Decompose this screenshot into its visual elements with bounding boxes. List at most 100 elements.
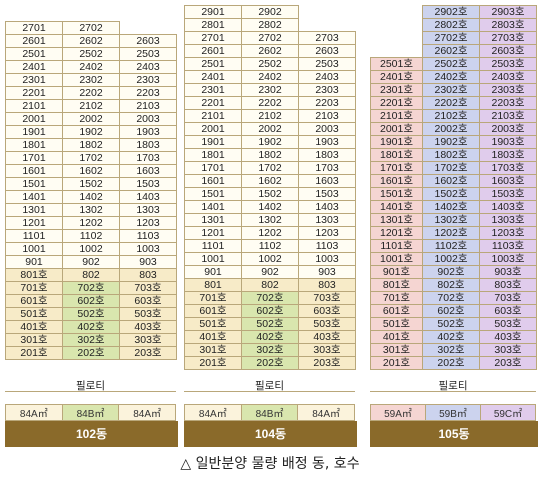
unit-cell: 601호 (370, 304, 423, 318)
unit-cell: 1403호 (479, 200, 537, 214)
unit-cell: 503호 (298, 317, 356, 331)
floor-row: 2301 2302 2303 (5, 73, 177, 87)
unit-cell: 501호 (370, 317, 423, 331)
unit-cell: 1402 (62, 190, 120, 204)
unit-cell: 2301호 (370, 83, 423, 97)
unit-cell: 2502호 (422, 57, 480, 71)
unit-cell: 1903 (298, 135, 356, 149)
floor-row: 1901 1902 1903 (5, 125, 177, 139)
unit-cell: 1403 (298, 200, 356, 214)
floor-row: 1501 1502 1503 (184, 187, 356, 201)
unit-cell: 2801 (184, 18, 242, 32)
unit-cell: 1702호 (422, 161, 480, 175)
unit-cell: 902호 (422, 265, 480, 279)
unit-cell: 201호 (5, 346, 63, 360)
unit-cell: 1501호 (370, 187, 423, 201)
unit-cell: 2101 (184, 109, 242, 123)
floor-row: 1101 1102 1103 (184, 239, 356, 253)
unit-cell: 2201호 (370, 96, 423, 110)
unit-cell: 2003호 (479, 122, 537, 136)
unit-cell: 2203호 (479, 96, 537, 110)
building-name-bar: 104동 (184, 421, 357, 447)
unit-cell: 202호 (422, 356, 480, 370)
unit-cell: 1902 (62, 125, 120, 139)
unit-cell: 803호 (479, 278, 537, 292)
unit-cell (299, 19, 356, 32)
unit-cell: 1403 (119, 190, 177, 204)
unit-cell: 1301호 (370, 213, 423, 227)
unit-cell: 903호 (479, 265, 537, 279)
unit-cell: 2802호 (422, 18, 480, 32)
floor-row: 1701호 1702호 1703호 (370, 161, 537, 175)
unit-cell: 303호 (298, 343, 356, 357)
unit-cell: 702호 (62, 281, 120, 295)
unit-cell: 802 (62, 268, 120, 282)
unit-cell: 503호 (119, 307, 177, 321)
unit-cell: 2102 (62, 99, 120, 113)
unit-cell: 803 (119, 268, 177, 282)
unit-cell: 901 (5, 255, 63, 269)
unit-cell: 302호 (62, 333, 120, 347)
unit-cell: 1003 (298, 252, 356, 266)
unit-cell: 1802호 (422, 148, 480, 162)
unit-cell: 801 (184, 278, 242, 292)
floor-row: 2101호 2102호 2103호 (370, 109, 537, 123)
unit-cell: 1101 (184, 239, 242, 253)
unit-cell: 2603호 (479, 44, 537, 58)
unit-cell: 902 (62, 255, 120, 269)
floor-row: 2401호 2402호 2403호 (370, 70, 537, 84)
unit-cell: 1001 (5, 242, 63, 256)
floor-row: 501호 502호 503호 (370, 317, 537, 331)
unit-cell: 702호 (422, 291, 480, 305)
unit-cell: 2201 (5, 86, 63, 100)
floor-row: 601호 602호 603호 (370, 304, 537, 318)
unit-type-cell: 84B㎡ (240, 404, 299, 421)
unit-cell: 701호 (184, 291, 242, 305)
caption: △ 일반분양 물량 배정 동, 호수 (180, 456, 360, 472)
unit-cell: 1602호 (422, 174, 480, 188)
floor-row: 901 902 903 (184, 265, 356, 279)
unit-cell (299, 6, 356, 19)
unit-cell: 2802 (241, 18, 299, 32)
unit-cell: 2003 (119, 112, 177, 126)
floor-row: 2501 2502 2503 (184, 57, 356, 71)
unit-cell: 2603 (119, 34, 177, 48)
unit-cell: 1101 (5, 229, 63, 243)
unit-cell: 2502 (62, 47, 120, 61)
unit-cell: 2102 (241, 109, 299, 123)
floor-row: 2401 2402 2403 (184, 70, 356, 84)
unit-cell: 502호 (422, 317, 480, 331)
unit-cell: 1803호 (479, 148, 537, 162)
unit-cell: 701호 (370, 291, 423, 305)
unit-cell: 1601 (5, 164, 63, 178)
unit-cell: 1402호 (422, 200, 480, 214)
unit-cell: 1501 (5, 177, 63, 191)
floor-row: 1001 1002 1003 (184, 252, 356, 266)
floor-row: 1101호 1102호 1103호 (370, 239, 537, 253)
unit-cell: 203호 (298, 356, 356, 370)
unit-cell: 2303 (298, 83, 356, 97)
unit-cell (371, 45, 423, 58)
unit-cell: 1802 (241, 148, 299, 162)
unit-type-row-104: 84A㎡ 84B㎡ 84A㎡ (184, 404, 355, 421)
unit-cell: 2602 (62, 34, 120, 48)
unit-cell (371, 6, 423, 19)
floor-row: 1401 1402 1403 (184, 200, 356, 214)
floor-row: 401호 402호 403호 (370, 330, 537, 344)
floor-row: 301호 302호 303호 (5, 333, 177, 347)
piloti-line (370, 391, 536, 392)
unit-cell: 2201 (184, 96, 242, 110)
unit-cell: 303호 (479, 343, 537, 357)
floor-row: 2201 2202 2203 (5, 86, 177, 100)
unit-cell: 1603 (298, 174, 356, 188)
unit-cell: 803 (298, 278, 356, 292)
unit-cell: 2003 (298, 122, 356, 136)
unit-cell: 1502호 (422, 187, 480, 201)
floor-row: 1001호 1002호 1003호 (370, 252, 537, 266)
unit-cell: 902 (241, 265, 299, 279)
unit-cell: 1901 (184, 135, 242, 149)
floor-row: 2001호 2002호 2003호 (370, 122, 537, 136)
unit-cell: 1503 (298, 187, 356, 201)
floor-row: 901호 902호 903호 (370, 265, 537, 279)
floor-row: 1901호 1902호 1903호 (370, 135, 537, 149)
